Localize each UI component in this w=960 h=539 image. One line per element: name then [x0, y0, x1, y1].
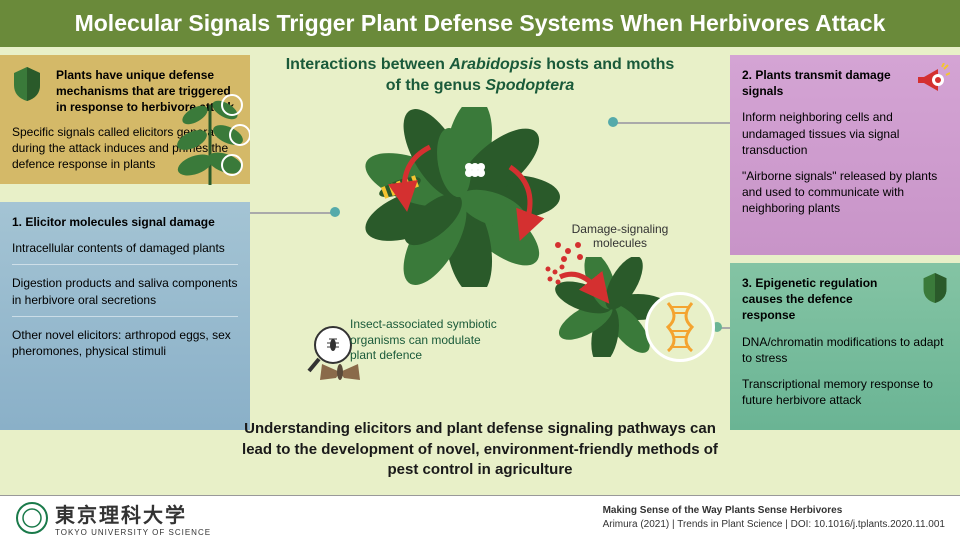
dna-circle	[645, 292, 715, 362]
box-3-epigenetic: 3. Epigenetic regulation causes the defe…	[730, 263, 960, 430]
box3-heading: 3. Epigenetic regulation causes the defe…	[742, 275, 948, 324]
box1-heading: 1. Elicitor molecules signal damage	[12, 214, 238, 230]
box-2-transmit: 2. Plants transmit damage signals Inform…	[730, 55, 960, 255]
subtitle: Interactions between Arabidopsis hosts a…	[280, 55, 680, 97]
box1-p2: Digestion products and saliva components…	[12, 275, 238, 316]
dna-icon	[658, 299, 702, 355]
box3-p2: Transcriptional memory response to futur…	[742, 376, 948, 408]
university-seal-icon	[15, 501, 49, 535]
box1-p3: Other novel elicitors: arthropod eggs, s…	[12, 327, 238, 367]
box2-p1: Inform neighboring cells and undamaged t…	[742, 109, 948, 158]
header-title: Molecular Signals Trigger Plant Defense …	[75, 10, 886, 36]
footer-title: Making Sense of the Way Plants Sense Her…	[603, 504, 945, 518]
megaphone-icon	[914, 63, 950, 95]
bottom-statement: Understanding elicitors and plant defens…	[230, 419, 730, 480]
footer-ref: Arimura (2021) | Trends in Plant Science…	[603, 518, 945, 532]
main-diagram: Interactions between Arabidopsis hosts a…	[0, 47, 960, 492]
footer-jp: 東京理科大学	[55, 499, 211, 528]
box-1-elicitors: 1. Elicitor molecules signal damage Intr…	[0, 202, 250, 430]
connector-line	[250, 212, 335, 214]
connector-dot	[608, 117, 618, 127]
box3-p1: DNA/chromatin modifications to adapt to …	[742, 334, 948, 366]
page-header: Molecular Signals Trigger Plant Defense …	[0, 0, 960, 47]
shield-icon	[920, 271, 950, 305]
footer: 東京理科大学 TOKYO UNIVERSITY OF SCIENCE Makin…	[0, 495, 960, 539]
damage-label: Damage-signaling molecules	[560, 222, 680, 250]
box2-p2: "Airborne signals" released by plants an…	[742, 168, 948, 217]
footer-logo: 東京理科大学 TOKYO UNIVERSITY OF SCIENCE	[15, 499, 211, 537]
footer-citation: Making Sense of the Way Plants Sense Her…	[603, 504, 945, 532]
shield-icon	[10, 65, 44, 103]
footer-en: TOKYO UNIVERSITY OF SCIENCE	[55, 528, 211, 537]
box1-p1: Intracellular contents of damaged plants	[12, 240, 238, 265]
moth-text: Insect-associated symbiotic organisms ca…	[350, 317, 510, 364]
connector-line	[615, 122, 730, 124]
small-plant-illustration	[170, 75, 250, 185]
